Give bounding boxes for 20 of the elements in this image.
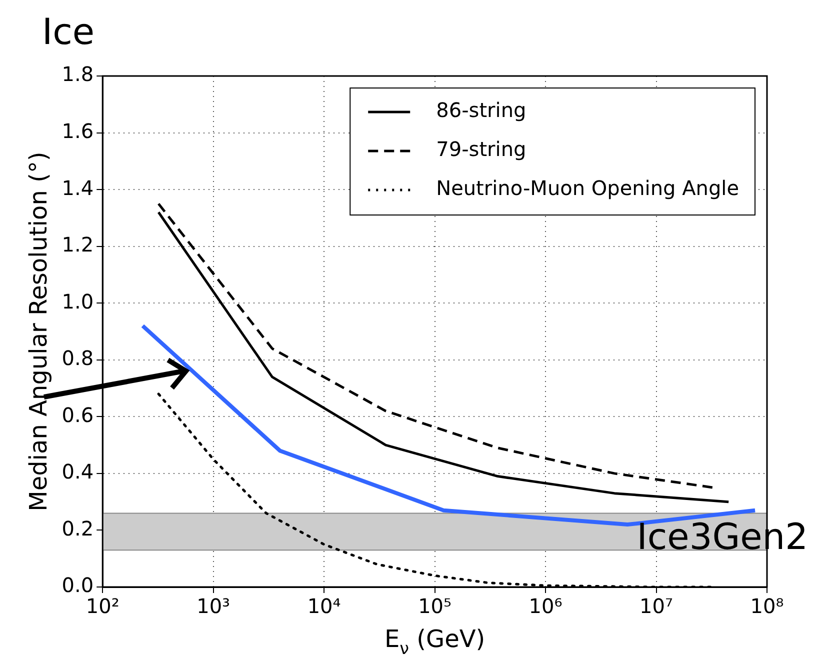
x-tick-label: 10⁷: [640, 594, 673, 618]
legend-label: 79-string: [436, 137, 526, 162]
legend-label: 86-string: [436, 98, 526, 122]
y-tick-label: 1.6: [62, 118, 94, 143]
y-axis-title: Median Angular Resolution (°): [24, 152, 53, 512]
chart-title: Ice: [42, 12, 95, 53]
x-tick-label: 10³: [196, 594, 230, 618]
y-tick-label: 1.0: [62, 289, 94, 314]
y-tick-label: 0.8: [62, 346, 94, 370]
y-tick-label: 1.4: [62, 176, 94, 200]
x-tick-label: 10⁴: [307, 594, 341, 618]
x-tick-label: 10⁶: [528, 594, 562, 618]
y-tick-label: 0.6: [62, 402, 94, 427]
y-tick-label: 0.2: [62, 516, 94, 540]
x-tick-label: 10⁸: [750, 594, 784, 618]
y-tick-label: 1.8: [62, 62, 94, 86]
legend-label: Neutrino-Muon Opening Angle: [436, 176, 740, 200]
y-tick-label: 0.4: [62, 460, 94, 484]
y-tick-label: 1.2: [62, 232, 94, 257]
x-tick-label: 10⁵: [418, 594, 452, 618]
